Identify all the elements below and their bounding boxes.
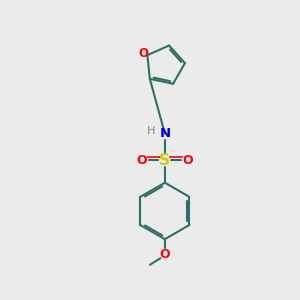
Text: H: H xyxy=(146,126,155,136)
Text: O: O xyxy=(183,154,194,167)
Text: S: S xyxy=(159,153,170,168)
Text: O: O xyxy=(160,248,170,261)
Text: O: O xyxy=(136,154,147,167)
Text: N: N xyxy=(159,127,170,140)
Text: O: O xyxy=(139,47,149,60)
